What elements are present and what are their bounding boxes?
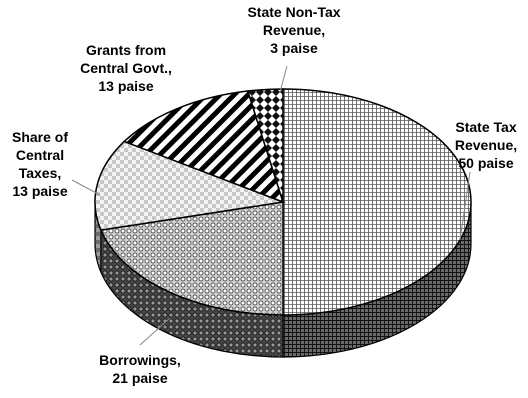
leader-line-borrowings (139, 317, 171, 346)
pie-slice-borrowings (99, 201, 284, 316)
slice-label-line: Share of (12, 129, 68, 145)
pie-slice-share-of-central-taxes (94, 140, 286, 231)
slice-label-line: Central Govt., (80, 60, 172, 76)
slice-label-line: Grants from (86, 42, 166, 58)
slice-label-line: 3 paise (270, 40, 318, 56)
slice-label-line: 13 paise (98, 78, 153, 94)
pie-slice-grants-from-central-govt (122, 90, 285, 204)
pie-slice-state-non-tax-revenue (246, 88, 284, 203)
slice-label-line: Revenue, (263, 22, 325, 38)
slice-label-line: Borrowings, (99, 352, 181, 368)
slice-label-line: State Non-Tax (247, 4, 340, 20)
leader-line-share-of-central-taxes (71, 179, 101, 196)
slice-label-line: 13 paise (12, 183, 67, 199)
slice-label-line: State Tax (455, 119, 516, 135)
pie-slice-state-tax-revenue (282, 88, 472, 316)
leader-line-state-non-tax-revenue (279, 65, 288, 93)
slice-label-grants-from-central-govt: Grants from Central Govt., 13 paise (80, 42, 172, 94)
slice-label-state-non-tax-revenue: State Non-Tax Revenue, 3 paise (247, 4, 340, 56)
slice-label-share-of-central-taxes: Share of Central Taxes, 13 paise (12, 129, 68, 199)
slice-label-line: 21 paise (112, 370, 167, 386)
slice-label-line: Revenue, (455, 137, 517, 153)
slice-label-line: Central (16, 147, 64, 163)
slice-label-line: 50 paise (458, 155, 513, 171)
slice-label-state-tax-revenue: State Tax Revenue, 50 paise (455, 119, 517, 171)
slice-label-borrowings: Borrowings, 21 paise (99, 352, 181, 386)
leader-line-state-tax-revenue (459, 171, 471, 241)
slice-label-line: Taxes, (19, 165, 62, 181)
